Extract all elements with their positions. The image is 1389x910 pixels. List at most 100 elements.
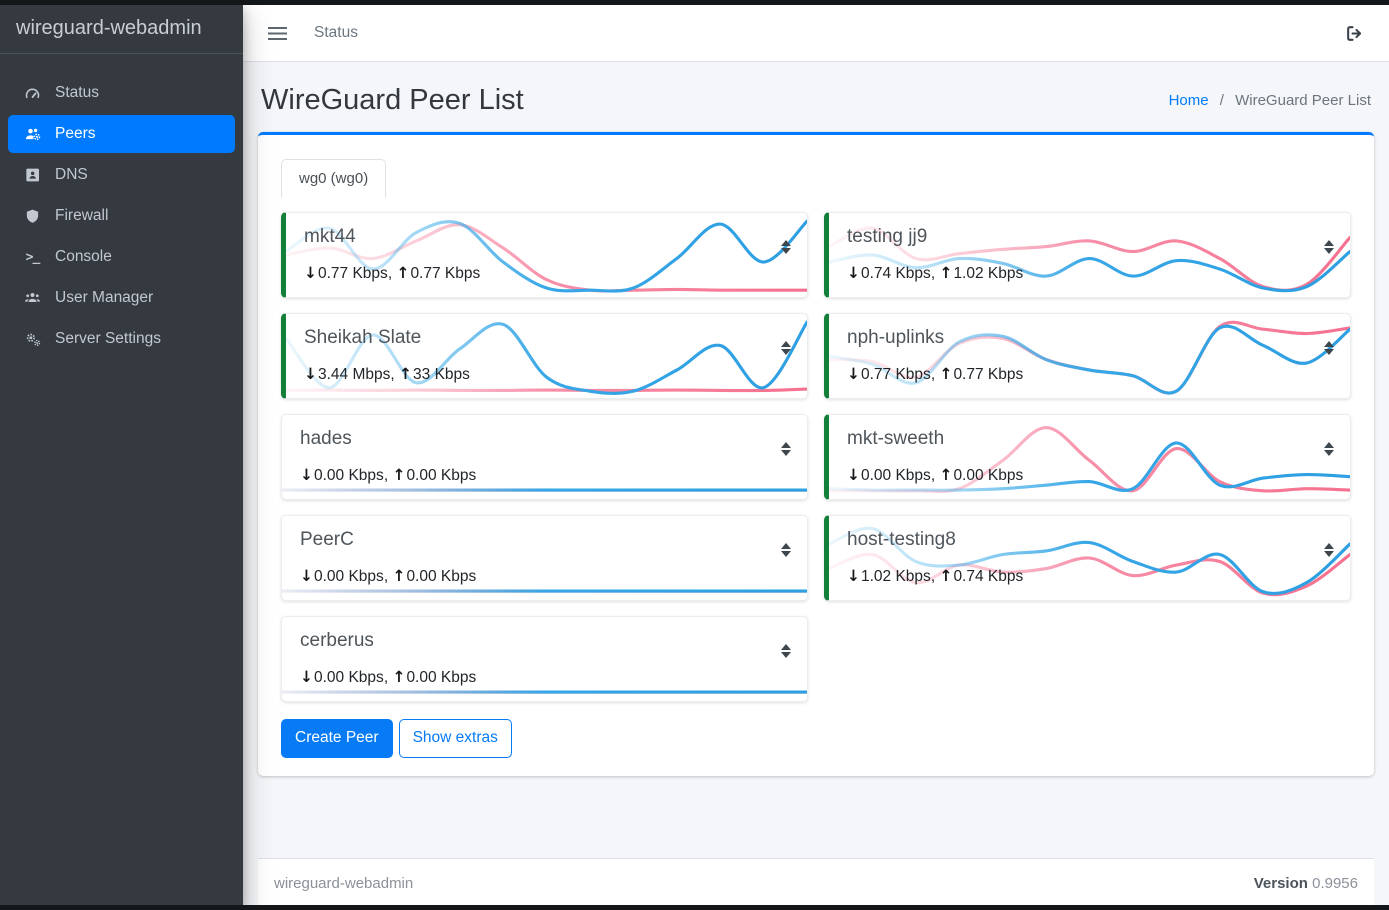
sidebar-item-peers[interactable]: Peers bbox=[8, 115, 235, 153]
window-top-edge bbox=[0, 0, 1389, 5]
download-arrow-icon: ↓ bbox=[847, 264, 860, 282]
version-value: 0.9956 bbox=[1312, 875, 1358, 892]
gears-icon bbox=[20, 331, 45, 348]
peer-upload-value: 0.00 Kbps bbox=[406, 669, 477, 686]
brand-title[interactable]: wireguard-webadmin bbox=[0, 0, 243, 54]
stats-separator: , bbox=[930, 265, 940, 282]
peer-name: hades bbox=[300, 428, 352, 449]
peer-stats: ↓0.00 Kbps, ↑0.00 Kbps bbox=[300, 668, 476, 687]
sidebar-item-status[interactable]: Status bbox=[8, 74, 235, 112]
peer-download-value: 0.00 Kbps bbox=[861, 467, 931, 484]
peer-name: mkt-sweeth bbox=[847, 428, 945, 449]
sort-icon[interactable] bbox=[1323, 442, 1335, 456]
peer-download-value: 0.00 Kbps bbox=[314, 467, 384, 484]
peer-upload-value: 0.00 Kbps bbox=[953, 467, 1024, 484]
stats-separator: , bbox=[390, 366, 400, 383]
sort-icon[interactable] bbox=[1323, 240, 1335, 254]
breadcrumb-separator: / bbox=[1219, 92, 1224, 109]
peer-upload-value: 1.02 Kbps bbox=[953, 265, 1024, 282]
peer-card[interactable]: Sheikah Slate ↓3.44 Mbps, ↑33 Kbps bbox=[281, 313, 808, 399]
peer-card[interactable]: hades ↓0.00 Kbps, ↑0.00 Kbps bbox=[281, 414, 808, 500]
peer-stats: ↓0.00 Kbps, ↑0.00 Kbps bbox=[300, 567, 476, 586]
sidebar-item-dns[interactable]: DNS bbox=[8, 156, 235, 194]
footer-brand: wireguard-webadmin bbox=[274, 875, 414, 892]
peer-card[interactable]: mkt44 ↓0.77 Kbps, ↑0.77 Kbps bbox=[281, 212, 808, 298]
sort-icon[interactable] bbox=[780, 543, 792, 557]
upload-arrow-icon: ↑ bbox=[392, 466, 406, 484]
peer-download-value: 0.77 Kbps bbox=[861, 366, 931, 383]
peer-stats: ↓0.77 Kbps, ↑0.77 Kbps bbox=[847, 365, 1023, 384]
sidebar-item-server-settings[interactable]: Server Settings bbox=[8, 320, 235, 358]
peer-card[interactable]: PeerC ↓0.00 Kbps, ↑0.00 Kbps bbox=[281, 515, 808, 601]
peer-stats: ↓3.44 Mbps, ↑33 Kbps bbox=[304, 365, 470, 384]
traffic-sparkline bbox=[282, 589, 807, 593]
interface-tabs: wg0 (wg0) bbox=[281, 159, 1351, 198]
peer-upload-value: 0.00 Kbps bbox=[406, 467, 477, 484]
peer-download-value: 1.02 Kbps bbox=[861, 568, 931, 585]
peer-download-value: 0.77 Kbps bbox=[318, 265, 388, 282]
download-arrow-icon: ↓ bbox=[300, 466, 313, 484]
hamburger-icon[interactable] bbox=[268, 26, 287, 40]
peer-download-value: 3.44 Mbps bbox=[318, 366, 391, 383]
version-label: Version bbox=[1253, 875, 1308, 892]
peer-name: testing jj9 bbox=[847, 226, 928, 247]
peer-card[interactable]: mkt-sweeth ↓0.00 Kbps, ↑0.00 Kbps bbox=[824, 414, 1351, 500]
stats-separator: , bbox=[387, 265, 397, 282]
peer-card[interactable]: host-testing8 ↓1.02 Kbps, ↑0.74 Kbps bbox=[824, 515, 1351, 601]
sidebar-item-firewall[interactable]: Firewall bbox=[8, 197, 235, 235]
peer-stats: ↓0.00 Kbps, ↑0.00 Kbps bbox=[300, 466, 476, 485]
peer-column-right: testing jj9 ↓0.74 Kbps, ↑1.02 Kbps nph-u… bbox=[824, 212, 1351, 702]
upload-arrow-icon: ↑ bbox=[939, 264, 953, 282]
footer-version: Version 0.9956 bbox=[1254, 875, 1358, 892]
upload-arrow-icon: ↑ bbox=[392, 567, 406, 585]
sort-icon[interactable] bbox=[780, 644, 792, 658]
download-arrow-icon: ↓ bbox=[300, 567, 313, 585]
stats-separator: , bbox=[383, 669, 393, 686]
upload-arrow-icon: ↑ bbox=[392, 668, 406, 686]
sort-icon[interactable] bbox=[780, 240, 792, 254]
peer-upload-value: 0.77 Kbps bbox=[410, 265, 481, 282]
peer-card[interactable]: cerberus ↓0.00 Kbps, ↑0.00 Kbps bbox=[281, 616, 808, 702]
sort-icon[interactable] bbox=[1323, 341, 1335, 355]
shield-icon bbox=[20, 208, 45, 224]
stats-separator: , bbox=[930, 568, 940, 585]
breadcrumb-home-link[interactable]: Home bbox=[1168, 92, 1209, 109]
traffic-sparkline bbox=[282, 488, 807, 492]
peer-download-value: 0.00 Kbps bbox=[314, 669, 384, 686]
topbar-status-link[interactable]: Status bbox=[314, 24, 358, 41]
peer-name: PeerC bbox=[300, 529, 354, 550]
peer-name: mkt44 bbox=[304, 226, 356, 247]
upload-arrow-icon: ↑ bbox=[939, 567, 953, 585]
download-arrow-icon: ↓ bbox=[304, 264, 317, 282]
sort-icon[interactable] bbox=[1323, 543, 1335, 557]
breadcrumb: Home / WireGuard Peer List bbox=[1169, 92, 1371, 109]
show-extras-button[interactable]: Show extras bbox=[398, 719, 512, 758]
create-peer-button[interactable]: Create Peer bbox=[281, 719, 393, 758]
peer-upload-value: 0.00 Kbps bbox=[406, 568, 477, 585]
gauge-icon bbox=[20, 85, 45, 102]
sort-icon[interactable] bbox=[780, 442, 792, 456]
sidebar-nav: Status Peers bbox=[0, 66, 243, 369]
peer-name: nph-uplinks bbox=[847, 327, 945, 348]
download-arrow-icon: ↓ bbox=[847, 466, 860, 484]
peer-card[interactable]: nph-uplinks ↓0.77 Kbps, ↑0.77 Kbps bbox=[824, 313, 1351, 399]
peer-list-card: wg0 (wg0) mkt44 ↓0.77 Kbps, ↑0.77 Kbps S… bbox=[258, 132, 1374, 776]
tab-wg0[interactable]: wg0 (wg0) bbox=[281, 159, 387, 198]
sign-out-icon[interactable] bbox=[1345, 24, 1364, 43]
sidebar-item-console[interactable]: >_ Console bbox=[8, 238, 235, 276]
sidebar-item-user-manager[interactable]: User Manager bbox=[8, 279, 235, 317]
sort-icon[interactable] bbox=[780, 341, 792, 355]
stats-separator: , bbox=[930, 366, 940, 383]
traffic-sparkline bbox=[286, 219, 807, 293]
upload-arrow-icon: ↑ bbox=[399, 365, 413, 383]
peer-stats: ↓0.74 Kbps, ↑1.02 Kbps bbox=[847, 264, 1023, 283]
peer-grid: mkt44 ↓0.77 Kbps, ↑0.77 Kbps Sheikah Sla… bbox=[281, 212, 1351, 702]
peer-stats: ↓0.77 Kbps, ↑0.77 Kbps bbox=[304, 264, 480, 283]
peer-name: host-testing8 bbox=[847, 529, 956, 550]
peer-name: Sheikah Slate bbox=[304, 327, 422, 348]
peer-card[interactable]: testing jj9 ↓0.74 Kbps, ↑1.02 Kbps bbox=[824, 212, 1351, 298]
peer-download-value: 0.00 Kbps bbox=[314, 568, 384, 585]
stats-separator: , bbox=[383, 568, 393, 585]
peer-download-value: 0.74 Kbps bbox=[861, 265, 931, 282]
